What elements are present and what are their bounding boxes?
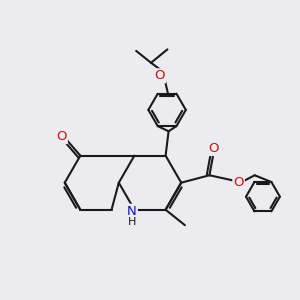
- Text: O: O: [208, 142, 218, 155]
- Text: O: O: [233, 176, 244, 189]
- Text: O: O: [155, 69, 165, 82]
- Text: O: O: [56, 130, 67, 143]
- Text: H: H: [128, 217, 136, 227]
- Text: N: N: [127, 205, 137, 218]
